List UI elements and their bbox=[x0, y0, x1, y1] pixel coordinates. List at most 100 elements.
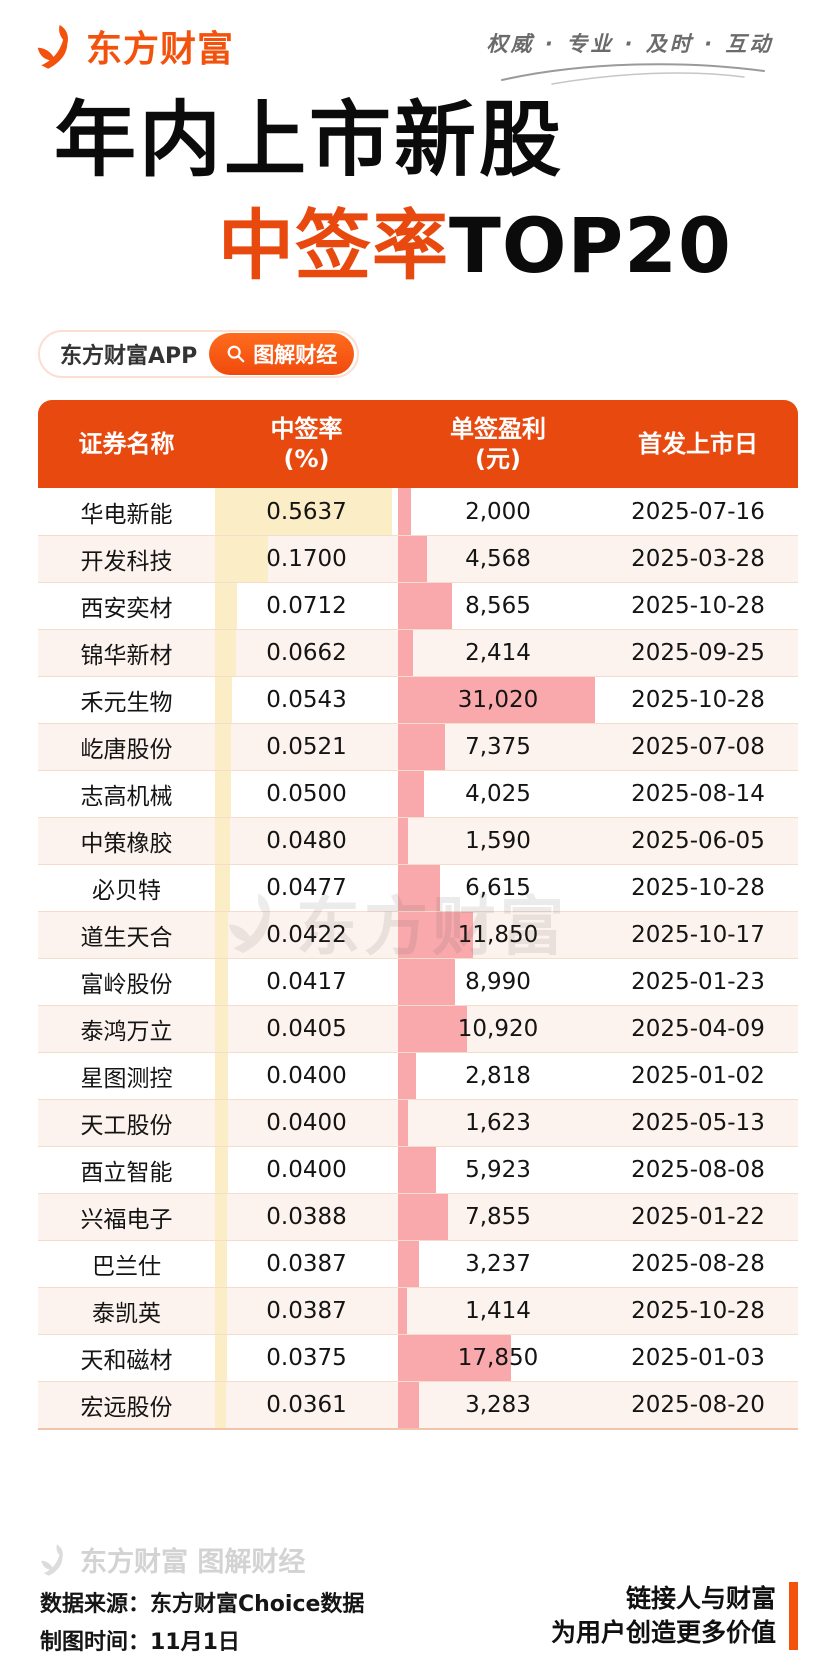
cell-profit: 5,923 bbox=[465, 1157, 531, 1183]
cell-profit: 1,590 bbox=[465, 828, 531, 854]
rate-bar bbox=[215, 1194, 227, 1240]
cell-listing-date: 2025-08-14 bbox=[631, 781, 765, 807]
cell-stock-name: 屹唐股份 bbox=[80, 737, 173, 763]
profit-bar bbox=[398, 1100, 408, 1146]
cell-stock-name: 富岭股份 bbox=[80, 972, 173, 998]
cell-profit: 4,025 bbox=[465, 781, 531, 807]
header-listing-date: 首发上市日 bbox=[638, 430, 758, 458]
cell-listing-date: 2025-10-28 bbox=[631, 687, 765, 713]
cell-listing-date: 2025-10-28 bbox=[631, 593, 765, 619]
profit-bar bbox=[398, 1335, 511, 1381]
cell-stock-name: 天和磁材 bbox=[80, 1348, 173, 1374]
slogan-line2: 为用户创造更多价值 bbox=[550, 1618, 776, 1647]
cell-profit: 11,850 bbox=[457, 922, 539, 948]
profit-bar bbox=[398, 865, 440, 911]
cell-lottery-rate: 0.0477 bbox=[266, 875, 347, 901]
brand-logo-text: 东方财富 bbox=[86, 29, 235, 70]
cell-listing-date: 2025-08-20 bbox=[631, 1392, 765, 1418]
cell-listing-date: 2025-08-28 bbox=[631, 1251, 765, 1277]
title-highlight: 中签率 bbox=[218, 201, 449, 290]
cell-profit: 7,375 bbox=[465, 734, 531, 760]
profit-bar bbox=[398, 677, 595, 723]
table-row: 富岭股份 0.0417 8,990 2025-01-23 bbox=[38, 958, 798, 1005]
cell-lottery-rate: 0.0480 bbox=[266, 828, 347, 854]
cell-stock-name: 西安奕材 bbox=[80, 596, 173, 622]
cell-profit: 3,237 bbox=[465, 1251, 531, 1277]
page-title-line2: 中签率TOP20 bbox=[218, 204, 732, 288]
explore-finance-button[interactable]: 图解财经 bbox=[209, 333, 355, 375]
cell-lottery-rate: 0.0387 bbox=[266, 1251, 347, 1277]
cell-listing-date: 2025-01-03 bbox=[631, 1345, 765, 1371]
cell-lottery-rate: 0.0400 bbox=[266, 1157, 347, 1183]
rate-bar bbox=[215, 1100, 228, 1146]
table-body: 华电新能 0.5637 2,000 2025-07-16 开发科技 0.1700… bbox=[38, 488, 798, 1430]
flame-logo-icon bbox=[37, 25, 68, 69]
cell-lottery-rate: 0.0361 bbox=[266, 1392, 347, 1418]
cell-stock-name: 开发科技 bbox=[80, 549, 173, 575]
profit-bar bbox=[398, 488, 411, 535]
rate-bar bbox=[215, 959, 228, 1005]
profit-bar bbox=[398, 1382, 419, 1428]
footer-watermark: 东方财富 图解财经 bbox=[40, 1540, 305, 1579]
table-row: 天和磁材 0.0375 17,850 2025-01-03 bbox=[38, 1334, 798, 1381]
rate-bar bbox=[215, 1147, 228, 1193]
table-header: 证券名称 中签率 (%) 单签盈利 (元) 首发上市日 bbox=[38, 400, 798, 488]
rate-bar bbox=[215, 677, 232, 723]
data-source-block: 数据来源：东方财富Choice数据 制图时间：11月1日 bbox=[40, 1586, 364, 1662]
cell-stock-name: 酉立智能 bbox=[80, 1160, 173, 1186]
cell-stock-name: 星图测控 bbox=[80, 1066, 173, 1092]
cell-stock-name: 中策橡胶 bbox=[80, 831, 173, 857]
cell-profit: 8,990 bbox=[465, 969, 531, 995]
rate-bar bbox=[215, 912, 228, 958]
profit-bar bbox=[398, 1241, 419, 1287]
cell-listing-date: 2025-05-13 bbox=[631, 1110, 765, 1136]
cell-stock-name: 锦华新材 bbox=[80, 643, 173, 669]
cell-profit: 2,414 bbox=[465, 640, 531, 666]
header-stock-name: 证券名称 bbox=[78, 430, 175, 458]
header-lottery-rate: 中签率 (%) bbox=[270, 415, 343, 473]
cell-lottery-rate: 0.0400 bbox=[266, 1063, 347, 1089]
profit-bar bbox=[398, 1194, 448, 1240]
app-pill-label: 东方财富APP bbox=[60, 344, 198, 369]
cell-stock-name: 巴兰仕 bbox=[92, 1254, 161, 1280]
cell-listing-date: 2025-03-28 bbox=[631, 546, 765, 572]
profit-bar bbox=[398, 818, 408, 864]
profit-bar bbox=[398, 630, 413, 676]
cell-profit: 1,414 bbox=[465, 1298, 531, 1324]
cell-listing-date: 2025-10-28 bbox=[631, 1298, 765, 1324]
rate-bar bbox=[215, 724, 231, 770]
explore-finance-button-label: 图解财经 bbox=[253, 343, 338, 367]
cell-profit: 4,568 bbox=[465, 546, 531, 572]
cell-lottery-rate: 0.1700 bbox=[266, 546, 347, 572]
cell-listing-date: 2025-04-09 bbox=[631, 1016, 765, 1042]
cell-profit: 31,020 bbox=[457, 687, 539, 713]
rate-bar bbox=[215, 1382, 226, 1428]
chart-time-line: 制图时间：11月1日 bbox=[40, 1630, 240, 1655]
data-source-line: 数据来源：东方财富Choice数据 bbox=[40, 1592, 365, 1617]
cell-stock-name: 宏远股份 bbox=[80, 1395, 173, 1421]
page-title-line1: 年内上市新股 bbox=[54, 93, 565, 188]
flame-footer-icon bbox=[41, 1544, 63, 1576]
table-row: 屹唐股份 0.0521 7,375 2025-07-08 bbox=[38, 723, 798, 770]
cell-stock-name: 泰凯英 bbox=[92, 1301, 161, 1327]
profit-bar bbox=[398, 1288, 407, 1334]
cell-listing-date: 2025-10-17 bbox=[631, 922, 765, 948]
profit-bar bbox=[398, 536, 427, 582]
cell-stock-name: 禾元生物 bbox=[80, 690, 173, 716]
rate-bar bbox=[215, 488, 392, 535]
cell-listing-date: 2025-09-25 bbox=[631, 640, 765, 666]
title-rest: TOP20 bbox=[449, 201, 732, 290]
profit-bar bbox=[398, 912, 473, 958]
brand-tagline: 权威 · 专业 · 及时 · 互动 bbox=[486, 32, 774, 56]
profit-bar bbox=[398, 724, 445, 770]
cell-lottery-rate: 0.0712 bbox=[266, 593, 347, 619]
rate-bar bbox=[215, 536, 268, 582]
cell-lottery-rate: 0.0543 bbox=[266, 687, 347, 713]
cell-listing-date: 2025-01-02 bbox=[631, 1063, 765, 1089]
cell-lottery-rate: 0.0417 bbox=[266, 969, 347, 995]
tagline-swoosh-decoration bbox=[501, 63, 765, 85]
cell-stock-name: 华电新能 bbox=[80, 501, 173, 528]
table-row: 泰凯英 0.0387 1,414 2025-10-28 bbox=[38, 1287, 798, 1334]
table-row: 泰鸿万立 0.0405 10,920 2025-04-09 bbox=[38, 1005, 798, 1052]
header-profit-per-lot: 单签盈利 (元) bbox=[450, 415, 546, 473]
